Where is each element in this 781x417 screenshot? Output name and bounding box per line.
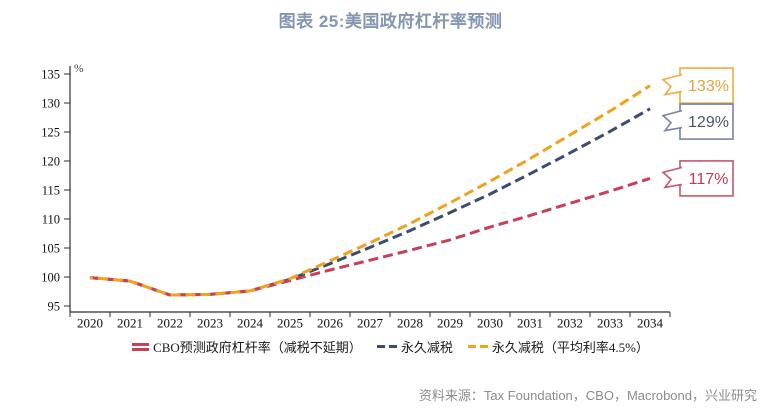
callout-arrow-icon	[661, 109, 683, 132]
callout-117-percent: 117%	[661, 160, 734, 197]
legend-dash-swatch-icon	[132, 342, 150, 351]
y-tick-label: 110	[42, 213, 60, 227]
chart-legend: CBO预测政府杠杆率（减税不延期） 永久减税 永久减税（平均利率4.5%）	[0, 337, 781, 356]
x-year-label: 2031	[517, 316, 543, 331]
y-tick-label: 105	[41, 242, 60, 256]
line-chart-canvas: 95 100 105 110 115 120 125 130 135 % 2020 2021 2022 2…	[41, 63, 734, 331]
legend-item-permanent-tax-cut: 永久减税	[376, 337, 453, 356]
y-axis-unit-label: %	[74, 63, 84, 75]
y-tick-label: 115	[42, 184, 60, 198]
x-year-label: 2030	[477, 316, 503, 331]
x-year-label: 2024	[237, 316, 264, 331]
y-tick-label: 100	[41, 271, 60, 285]
x-year-label: 2025	[277, 316, 303, 331]
x-year-label: 2027	[357, 316, 384, 331]
x-year-label: 2029	[437, 316, 463, 331]
callout-133-percent: 133%	[661, 67, 734, 104]
legend-dash-swatch-icon	[376, 345, 397, 348]
y-tick-label: 120	[41, 155, 60, 169]
series-line-permanent-tax-cut-avg-rate	[89, 84, 651, 297]
y-tick-label: 125	[41, 126, 60, 140]
callout-label: 129%	[688, 114, 729, 131]
source-note: 资料来源：Tax Foundation，CBO，Macrobond，兴业研究	[418, 388, 757, 403]
callout-label: 133%	[688, 78, 729, 95]
x-year-label: 2023	[197, 316, 223, 331]
y-tick-label: 135	[41, 68, 60, 82]
x-year-label: 2022	[157, 316, 183, 331]
x-year-label: 2021	[117, 316, 143, 331]
x-year-label: 2033	[597, 316, 623, 331]
legend-item-label: 永久减税（平均利率4.5%）	[491, 340, 649, 355]
chart-title: 图表 25:美国政府杠杆率预测	[278, 12, 503, 31]
legend-item-label: CBO预测政府杠杆率（减税不延期）	[153, 340, 362, 355]
x-year-label: 2032	[557, 316, 583, 331]
legend-dash-swatch-icon	[467, 345, 488, 348]
callout-label: 117%	[689, 171, 729, 188]
y-tick-label: 95	[48, 300, 61, 314]
callout-arrow-icon	[661, 166, 683, 189]
callout-129-percent: 129%	[661, 103, 734, 140]
x-year-label: 2028	[397, 316, 423, 331]
series-line-permanent-tax-cut	[89, 107, 651, 297]
legend-item-cbo-baseline: CBO预测政府杠杆率（减税不延期）	[132, 337, 362, 356]
x-year-label: 2020	[77, 316, 103, 331]
legend-item-permanent-tax-cut-avg-rate: 永久减税（平均利率4.5%）	[467, 337, 649, 356]
x-year-label: 2034	[637, 316, 664, 331]
x-year-label: 2026	[317, 316, 344, 331]
callout-arrow-icon	[661, 73, 683, 96]
y-tick-label: 130	[41, 97, 60, 111]
series-line-cbo-baseline	[89, 176, 651, 297]
legend-item-label: 永久减税	[400, 340, 453, 355]
